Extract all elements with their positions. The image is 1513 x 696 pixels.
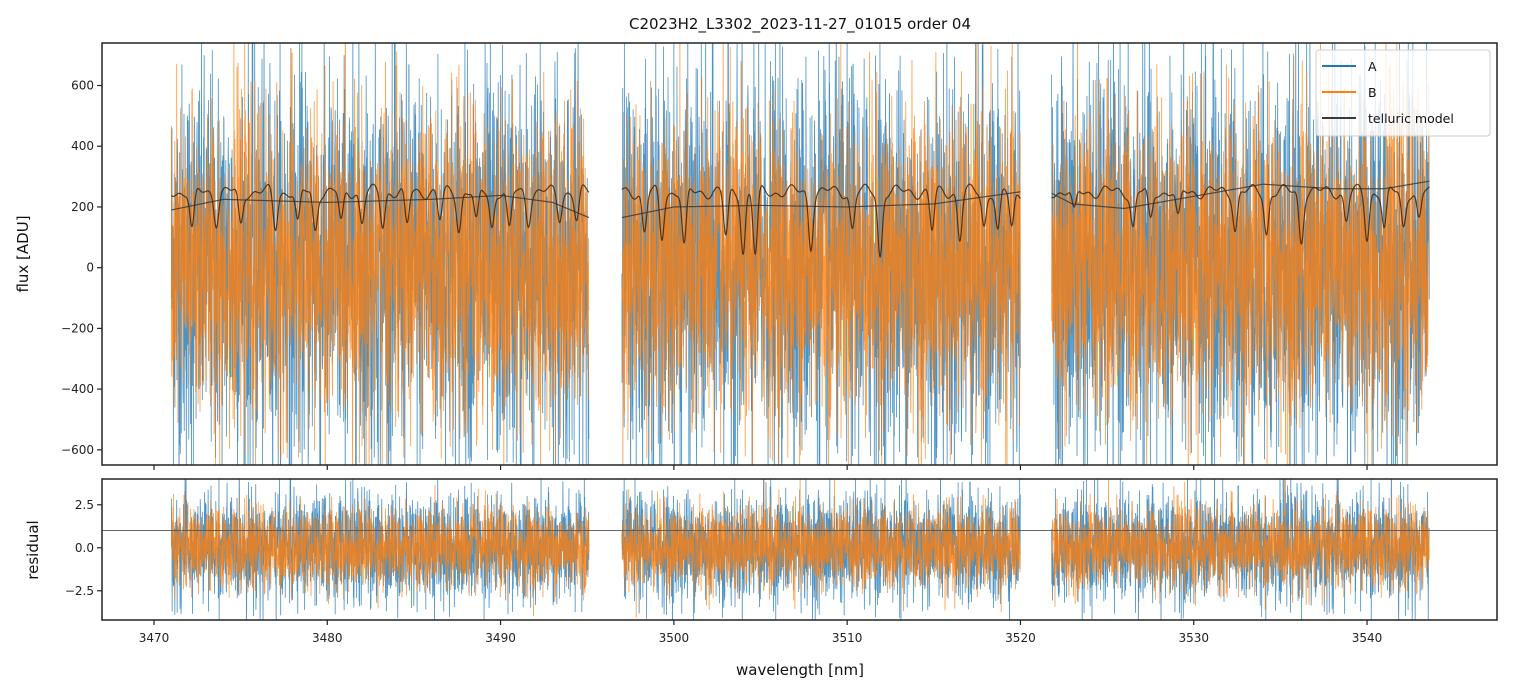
top-y-tick-label: −400 bbox=[61, 382, 94, 396]
series-b-segment-3 bbox=[1051, 479, 1430, 611]
bottom-y-tick-label: −2.5 bbox=[65, 584, 94, 598]
telluric-continuum-segment-3 bbox=[1051, 180, 1430, 210]
bottom-x-tick-label: 3530 bbox=[1178, 631, 1209, 645]
top-y-tick-label: 0 bbox=[86, 261, 94, 275]
series-b-segment-3 bbox=[1051, 43, 1430, 465]
bottom-x-tick-label: 3480 bbox=[312, 631, 343, 645]
top-y-axis-label: flux [ADU] bbox=[14, 215, 32, 292]
top-y-tick-label: 200 bbox=[71, 200, 94, 214]
legend-box bbox=[1315, 49, 1491, 137]
top-y-tick-label: −600 bbox=[61, 443, 94, 457]
bottom-x-tick-label: 3500 bbox=[659, 631, 690, 645]
bottom-x-tick-label: 3520 bbox=[1005, 631, 1036, 645]
bottom-panel-frame bbox=[101, 478, 1498, 621]
top-panel-plot-area bbox=[170, 43, 1430, 465]
legend-label-telluric-model: telluric model bbox=[1368, 111, 1454, 126]
bottom-x-axis: 3470 3480 3490 3500 3510 3520 3530 3540 bbox=[139, 620, 1383, 645]
chart-title: C2023H2_L3302_2023-11-27_01015 order 04 bbox=[629, 15, 971, 34]
legend-label-b: B bbox=[1368, 85, 1377, 100]
top-y-tick-label: 400 bbox=[71, 139, 94, 153]
series-b-segment-2 bbox=[621, 479, 1021, 618]
bottom-x-tick-label: 3510 bbox=[832, 631, 863, 645]
telluric-continuum-segment-2 bbox=[621, 191, 1021, 219]
series-b-segment-2 bbox=[621, 43, 1021, 465]
bottom-y-axis: −2.5 0.0 2.5 bbox=[65, 498, 102, 598]
bottom-x-tick-label: 3470 bbox=[139, 631, 170, 645]
top-panel-frame bbox=[101, 42, 1498, 466]
telluric-model-segment-2 bbox=[621, 183, 1021, 259]
series-b-segment-1 bbox=[170, 485, 590, 617]
bottom-y-tick-label: 2.5 bbox=[75, 498, 94, 512]
x-axis-label: wavelength [nm] bbox=[736, 661, 864, 679]
top-y-tick-label: −200 bbox=[61, 321, 94, 335]
legend: A B telluric model bbox=[1315, 49, 1491, 137]
bottom-y-tick-label: 0.0 bbox=[75, 541, 94, 555]
telluric-model-segment-3 bbox=[1051, 183, 1430, 245]
bottom-panel-plot-area bbox=[102, 479, 1497, 620]
top-y-tick-label: 600 bbox=[71, 79, 94, 93]
top-x-axis bbox=[153, 465, 1368, 470]
telluric-continuum-segment-1 bbox=[171, 194, 590, 219]
top-y-axis: −600 −400 −200 0 200 400 600 bbox=[61, 79, 102, 457]
bottom-y-axis-label: residual bbox=[24, 520, 42, 579]
legend-label-a: A bbox=[1368, 59, 1377, 74]
bottom-x-tick-label: 3540 bbox=[1352, 631, 1383, 645]
bottom-x-tick-label: 3490 bbox=[485, 631, 516, 645]
telluric-model-segment-1 bbox=[170, 183, 590, 234]
